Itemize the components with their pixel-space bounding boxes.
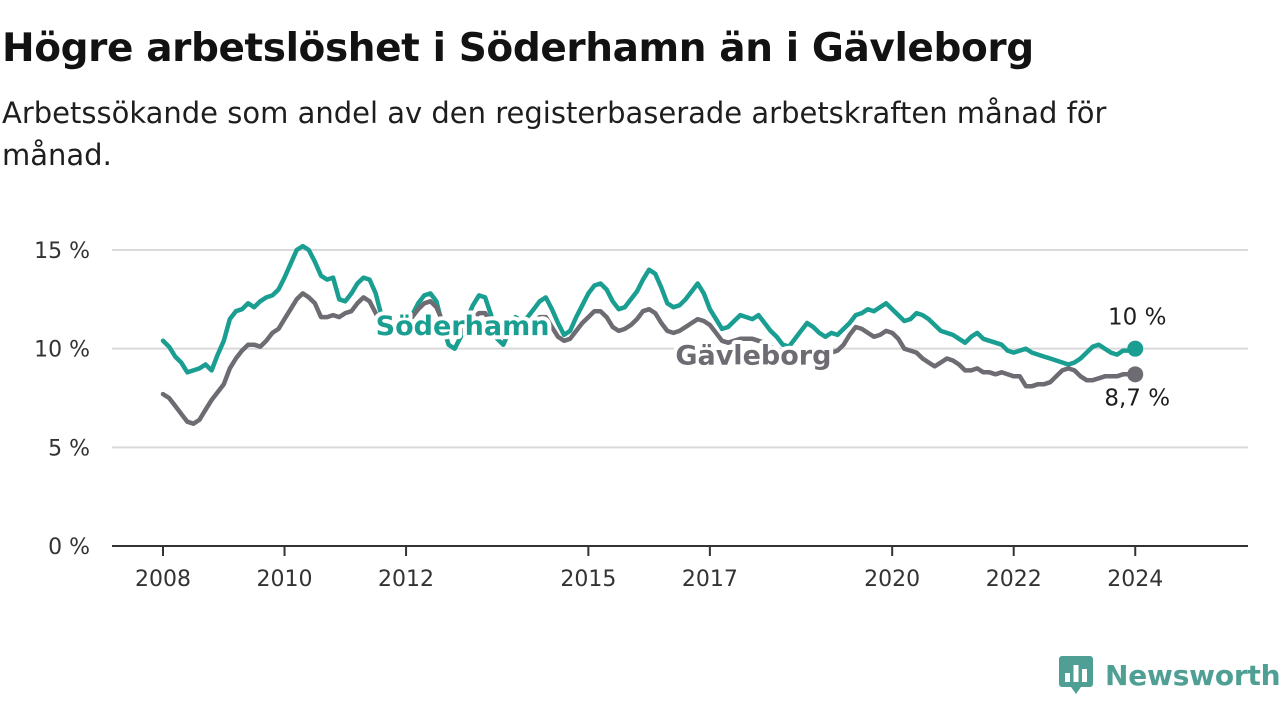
end-point-marker xyxy=(1127,340,1144,357)
x-tick-label: 2017 xyxy=(682,567,738,592)
x-tick-label: 2010 xyxy=(257,567,313,592)
y-tick-label: 0 % xyxy=(48,535,90,560)
x-tick-label: 2008 xyxy=(135,567,191,592)
brand-name: Newsworthy xyxy=(1105,658,1280,692)
x-tick-label: 2022 xyxy=(986,567,1042,592)
series-label: Gävleborg xyxy=(675,340,831,371)
brand-footer: Newsworthy xyxy=(1059,654,1280,696)
x-tick-label: 2024 xyxy=(1107,567,1163,592)
x-tick-label: 2020 xyxy=(864,567,920,592)
chart-subtitle: Arbetssökande som andel av den registerb… xyxy=(2,96,1107,172)
end-value-label: 8,7 % xyxy=(1104,385,1170,411)
series-line xyxy=(160,243,1138,375)
x-tick-label: 2015 xyxy=(560,567,616,592)
y-tick-label: 5 % xyxy=(48,436,90,461)
y-tick-label: 15 % xyxy=(34,239,90,264)
series-label: Söderhamn xyxy=(376,311,550,342)
end-point-marker xyxy=(1127,366,1144,383)
series-line xyxy=(160,291,1138,426)
chart-title: Högre arbetslöshet i Söderhamn än i Gävl… xyxy=(2,26,1034,71)
bar-chart-speech-bubble-icon xyxy=(1059,656,1093,694)
end-value-label: 10 % xyxy=(1108,305,1166,331)
y-tick-label: 10 % xyxy=(34,338,90,363)
x-tick-label: 2012 xyxy=(378,567,434,592)
